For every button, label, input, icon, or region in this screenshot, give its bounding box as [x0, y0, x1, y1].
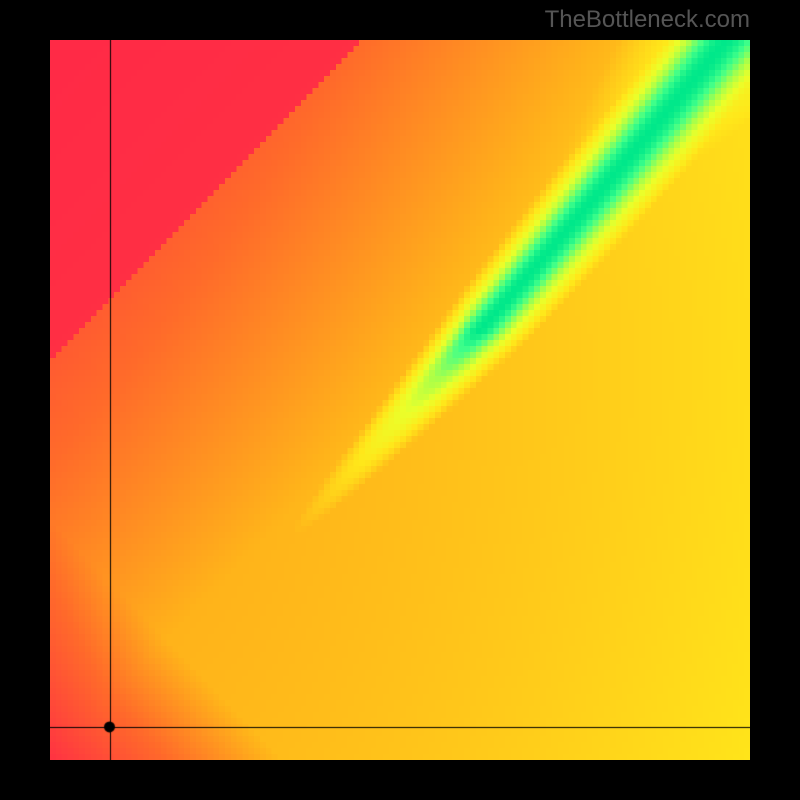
- bottleneck-heatmap: [50, 40, 750, 760]
- chart-container: TheBottleneck.com: [0, 0, 800, 800]
- watermark-text: TheBottleneck.com: [545, 6, 750, 34]
